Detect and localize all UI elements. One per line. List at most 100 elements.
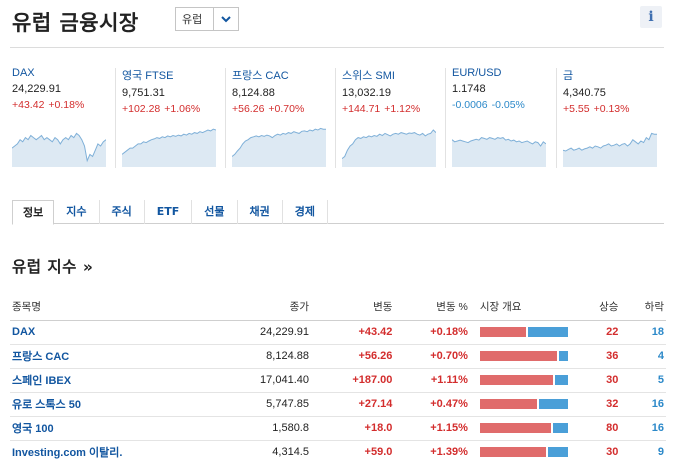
quote-change: -0.0006 [452,99,488,111]
decline-bar-segment [527,327,568,337]
section-title-european-indices[interactable]: 유럽 지수 » [12,258,94,276]
table-row: 영국 100 1,580.8 +18.0 +1.15% 80 16 [10,416,666,441]
row-declines: 16 [620,416,666,441]
advance-decline-bar [479,447,570,457]
row-last: 8,124.88 [208,344,311,369]
col-header-up[interactable]: 상승 [571,294,621,321]
tab-etf[interactable]: ETF [145,200,193,224]
quote-card[interactable]: DAX 24,229.91 +43.42 +0.18% [12,67,110,179]
quote-change-pct: +1.06% [164,103,201,115]
quote-change: +43.42 [12,99,45,111]
row-change-pct: +0.70% [394,344,470,369]
quote-card[interactable]: 프랑스 CAC 8,124.88 +56.26 +0.70% [232,67,330,179]
col-header-last[interactable]: 종가 [208,294,311,321]
decline-bar-segment [547,447,568,457]
row-declines: 5 [620,368,666,393]
sparkline-line [12,132,106,163]
region-select[interactable]: 유럽 [175,7,239,31]
quote-change-pct: -0.05% [491,99,525,111]
advance-bar-segment [479,375,555,385]
row-change: +27.14 [310,392,395,417]
decline-bar-segment [538,399,568,409]
tab-indices[interactable]: 지수 [54,200,100,224]
quote-change: +144.71 [342,103,381,115]
quote-value: 24,229.91 [12,83,61,95]
quote-change: +56.26 [232,103,265,115]
sparkline-area [232,128,326,167]
chevron-down-icon[interactable] [214,15,238,23]
quote-card[interactable]: 스위스 SMI 13,032.19 +144.71 +1.12% [342,67,440,179]
quote-card[interactable]: EUR/USD 1.1748 -0.0006 -0.05% [452,67,550,179]
advance-decline-bar [479,327,570,337]
table-row: DAX 24,229.91 +43.42 +0.18% 22 18 [10,320,666,345]
quote-value: 1.1748 [452,83,486,95]
advance-bar-segment [479,351,559,361]
quote-sparkline [232,127,326,167]
index-link[interactable]: 유로 스톡스 50 [12,399,81,411]
table-row: 스페인 IBEX 17,041.40 +187.00 +1.11% 30 5 [10,368,666,393]
quote-change: +5.55 [563,103,590,115]
row-overview-cell [469,368,572,393]
quote-sparkline [563,132,657,167]
quote-value: 13,032.19 [342,87,391,99]
sparkline-line [563,132,657,152]
quote-value: 9,751.31 [122,87,165,99]
row-last: 4,314.5 [208,440,311,464]
tab-info[interactable]: 정보 [12,200,55,225]
row-last: 1,580.8 [208,416,311,441]
advance-bar-segment [479,399,539,409]
quote-change-line: -0.0006 -0.05% [452,99,550,111]
decline-bar-segment [558,351,568,361]
col-header-name[interactable]: 종목명 [10,294,209,321]
tab-bar: 정보 지수 주식 ETF 선물 채권 경제 [12,200,664,225]
quote-name[interactable]: 프랑스 CAC [232,70,289,82]
row-name-cell: Investing.com 이탈리. [10,440,209,464]
tab-stocks[interactable]: 주식 [100,200,145,224]
quote-name[interactable]: DAX [12,67,35,79]
index-link[interactable]: 스페인 IBEX [12,375,72,387]
quote-card[interactable]: 영국 FTSE 9,751.31 +102.28 +1.06% [122,67,220,179]
tab-bonds[interactable]: 채권 [238,200,283,224]
info-icon[interactable]: i [640,6,662,28]
quote-sparkline [122,128,216,167]
row-advances: 30 [571,368,621,393]
quote-change-line: +144.71 +1.12% [342,103,440,115]
quote-name[interactable]: 영국 FTSE [122,70,174,82]
tab-economy[interactable]: 경제 [283,200,329,224]
quote-card-divider [445,68,446,168]
quote-name[interactable]: 스위스 SMI [342,70,395,82]
advance-decline-bar [479,399,570,409]
quote-change: +102.28 [122,103,161,115]
col-header-change[interactable]: 변동 [310,294,395,321]
quote-change-line: +102.28 +1.06% [122,103,220,115]
col-header-overview: 시장 개요 [469,294,572,321]
sparkline-line [452,137,546,147]
index-link[interactable]: DAX [12,326,36,338]
index-link[interactable]: Investing.com 이탈리. [12,447,123,459]
row-declines: 9 [620,440,666,464]
quote-change-line: +56.26 +0.70% [232,103,330,115]
region-select-value: 유럽 [182,13,203,26]
row-advances: 80 [571,416,621,441]
row-change-pct: +0.18% [394,320,470,345]
row-name-cell: DAX [10,320,209,345]
row-name-cell: 유로 스톡스 50 [10,392,209,417]
index-link[interactable]: 프랑스 CAC [12,351,70,363]
col-header-pct[interactable]: 변동 % [394,294,470,321]
row-change: +187.00 [310,368,395,393]
row-change: +43.42 [310,320,395,345]
index-link[interactable]: 영국 100 [12,423,54,435]
decline-bar-segment [552,423,568,433]
row-name-cell: 프랑스 CAC [10,344,209,369]
quote-card[interactable]: 금 4,340.75 +5.55 +0.13% [563,67,661,179]
quote-name[interactable]: 금 [563,70,574,82]
quote-name[interactable]: EUR/USD [452,67,502,79]
sparkline-line [232,127,326,157]
advance-bar-segment [479,423,553,433]
row-last: 17,041.40 [208,368,311,393]
row-declines: 16 [620,392,666,417]
quote-change-pct: +0.18% [48,99,85,111]
advance-decline-bar [479,351,570,361]
tab-futures[interactable]: 선물 [192,200,238,224]
col-header-down[interactable]: 하락 [620,294,666,321]
